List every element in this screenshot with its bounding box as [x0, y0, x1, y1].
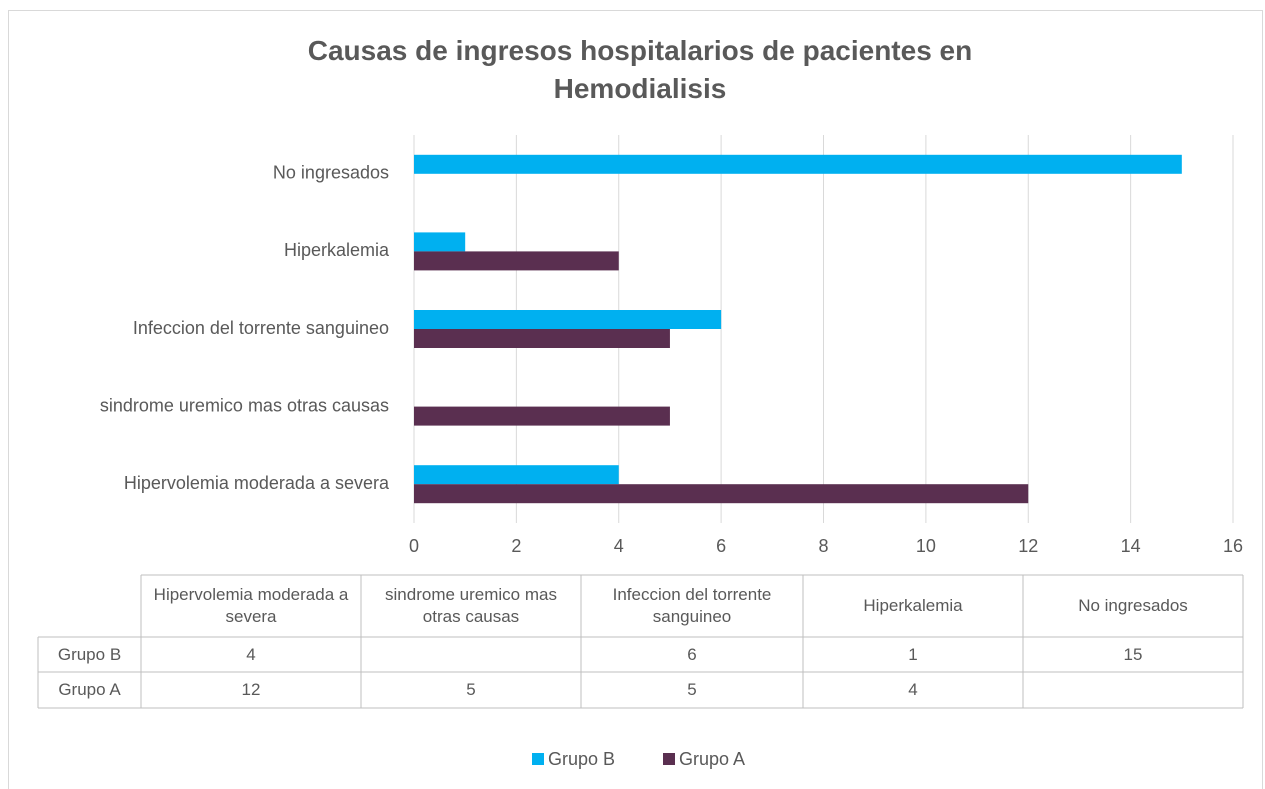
x-tick-label: 0 [409, 536, 419, 556]
x-tick-label: 16 [1223, 536, 1243, 556]
bar [414, 484, 1029, 504]
table-cell: 5 [687, 680, 697, 699]
table-cell [1023, 672, 1243, 708]
bar [414, 310, 722, 329]
bar [414, 154, 1182, 174]
x-tick-label: 12 [1018, 536, 1038, 556]
table-cell: 4 [246, 644, 256, 664]
y-tick-label: No ingresados [273, 163, 389, 183]
table-cell: 15 [1123, 644, 1143, 664]
x-tick-label: 14 [1121, 536, 1141, 556]
chart-title: Causas de ingresos hospitalarios de paci… [307, 35, 973, 104]
table-row-label: Grupo B [57, 644, 122, 664]
x-tick-label: 10 [916, 536, 936, 556]
table-header: Hiperkalemia [863, 596, 963, 615]
table-cell: 6 [687, 644, 697, 664]
table-header: No ingresados [1078, 596, 1188, 615]
legend-label: Grupo A [679, 749, 745, 769]
bar [414, 232, 466, 252]
legend-swatch [532, 753, 544, 765]
table-header: Hipervolemia moderada a severa [153, 585, 349, 626]
x-tick-label: 4 [614, 536, 624, 556]
y-tick-label: Hiperkalemia [284, 240, 390, 260]
bar [414, 465, 619, 485]
table-cell: 12 [241, 680, 261, 699]
table-header: Infeccion del torrente sanguineo [612, 585, 772, 626]
x-tick-label: 2 [511, 536, 521, 556]
table-header: sindrome uremico mas otras causas [385, 585, 557, 626]
legend-label: Grupo B [548, 749, 615, 769]
x-tick-label: 6 [716, 536, 726, 556]
chart-frame [8, 10, 1263, 789]
table-row-label: Grupo A [58, 680, 121, 699]
bar [414, 329, 670, 348]
table-cell [361, 637, 581, 672]
y-tick-label: sindrome uremico mas otras causas [100, 395, 389, 415]
table-cell: 1 [908, 644, 918, 664]
bar [414, 406, 670, 426]
y-tick-label: Infeccion del torrente sanguineo [133, 318, 389, 338]
y-tick-label: Hipervolemia moderada a severa [124, 473, 390, 493]
table-cell: 4 [908, 680, 918, 699]
table-cell: 5 [466, 680, 476, 699]
legend-swatch [663, 753, 675, 765]
x-tick-label: 8 [818, 536, 828, 556]
bar [414, 251, 619, 271]
